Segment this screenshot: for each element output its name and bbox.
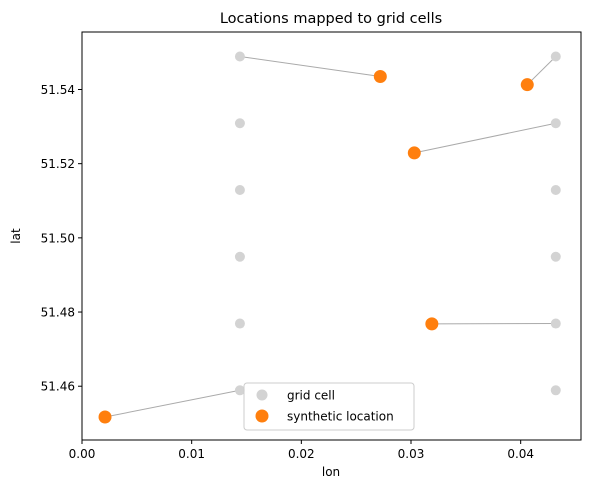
synthetic-location-point-2	[520, 78, 534, 92]
grid-cell-points	[234, 51, 561, 396]
grid-cell-point-4	[234, 118, 245, 129]
grid-cell-point-11	[550, 51, 561, 62]
connector-line-3	[414, 122, 556, 154]
y-tick-label-0: 51.46	[41, 380, 75, 394]
x-axis-label: lon	[322, 465, 340, 479]
x-tick-label-4: 0.04	[507, 447, 534, 461]
plot-area	[82, 32, 581, 440]
synthetic-location-point-1	[373, 70, 387, 84]
connector-line-1	[239, 55, 381, 78]
connector-lines	[104, 55, 557, 418]
grid-cell-point-7	[550, 318, 561, 329]
grid-cell-point-1	[234, 318, 245, 329]
grid-cell-point-10	[550, 118, 561, 129]
x-tick-label-2: 0.02	[288, 447, 315, 461]
grid-cell-point-0	[234, 385, 245, 396]
connector-line-2	[526, 56, 557, 86]
y-tick-label-1: 51.48	[41, 306, 75, 320]
synthetic-location-point-0	[98, 410, 112, 424]
grid-cell-point-6	[550, 385, 561, 396]
y-tick-label-3: 51.52	[41, 157, 75, 171]
grid-cell-point-8	[550, 251, 561, 262]
synthetic-location-point-4	[425, 317, 439, 331]
legend-label-synthetic-location: synthetic location	[287, 410, 394, 424]
synthetic-location-points	[98, 70, 534, 424]
y-tick-label-2: 51.50	[41, 231, 75, 245]
synthetic-location-point-3	[407, 146, 421, 160]
connector-line-0	[104, 389, 241, 418]
grid-cell-point-9	[550, 185, 561, 196]
y-axis-ticks: 51.46 51.48 51.50 51.52 51.54	[41, 83, 82, 394]
legend-box	[243, 382, 415, 431]
axes-frame	[81, 31, 582, 441]
chart-title: Locations mapped to grid cells	[220, 11, 442, 27]
legend-marker-synthetic-location	[255, 409, 269, 423]
x-axis-ticks: 0.00 0.01 0.02 0.03 0.04	[69, 440, 534, 461]
grid-cell-point-2	[234, 251, 245, 262]
y-axis-label: lat	[9, 228, 23, 244]
x-tick-label-3: 0.03	[398, 447, 425, 461]
x-tick-label-0: 0.00	[69, 447, 96, 461]
grid-cell-point-5	[234, 51, 245, 62]
x-tick-label-1: 0.01	[178, 447, 205, 461]
y-tick-label-4: 51.54	[41, 83, 75, 97]
legend-label-grid-cell: grid cell	[287, 389, 335, 403]
grid-cell-point-3	[234, 185, 245, 196]
legend: grid cell synthetic location	[243, 382, 415, 431]
legend-marker-grid-cell	[256, 389, 268, 401]
